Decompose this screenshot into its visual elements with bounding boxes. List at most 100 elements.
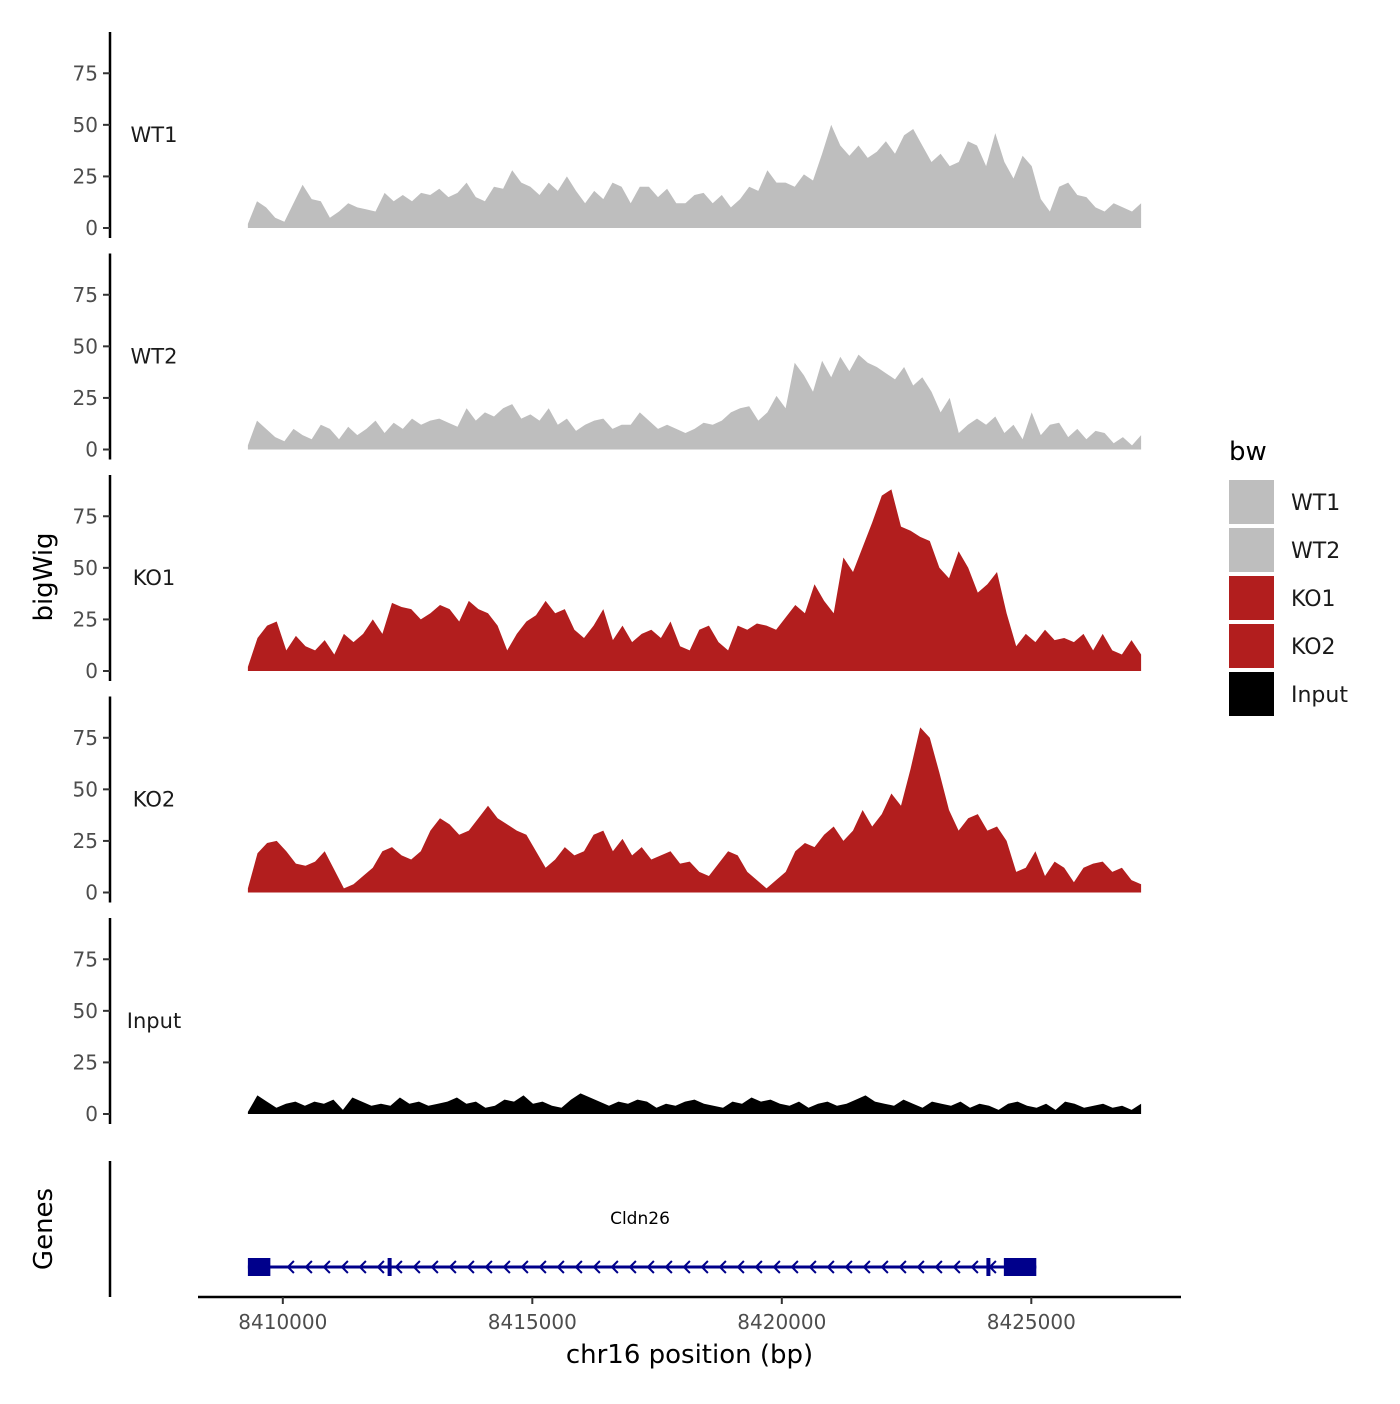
strand-chevron — [574, 1260, 583, 1274]
strand-chevron — [610, 1260, 619, 1274]
y-tick-label: 25 — [73, 607, 98, 631]
legend-label-ko2: KO2 — [1291, 635, 1336, 660]
genes-track — [108, 1161, 1037, 1297]
strand-chevron — [358, 1260, 367, 1274]
track-panel-ko2: 0 25 50 75 KO2 — [73, 696, 1142, 905]
y-tick-label: 75 — [73, 61, 98, 85]
legend-swatch-wt1 — [1229, 480, 1274, 524]
y-tick-label: 25 — [73, 1050, 98, 1074]
strand-chevron — [718, 1260, 727, 1274]
legend-swatch-ko2 — [1229, 624, 1274, 668]
y-tick-label: 50 — [73, 999, 98, 1023]
strand-chevron — [628, 1260, 637, 1274]
strand-chevron — [466, 1260, 475, 1274]
strand-chevron — [880, 1260, 889, 1274]
strand-chevron — [934, 1260, 943, 1274]
strand-chevron — [736, 1260, 745, 1274]
strand-chevron — [592, 1260, 601, 1274]
strand-chevron — [448, 1260, 457, 1274]
y-tick-label: 0 — [85, 1102, 98, 1126]
strand-chevron — [286, 1260, 295, 1274]
legend-label-input: Input — [1291, 683, 1348, 708]
strand-chevron — [304, 1260, 313, 1274]
y-tick-label: 75 — [73, 726, 98, 750]
strand-chevron — [322, 1260, 331, 1274]
strand-chevron — [646, 1260, 655, 1274]
strand-chevron — [700, 1260, 709, 1274]
gene-exon — [387, 1258, 392, 1276]
genes-track-title: Genes — [29, 1188, 59, 1270]
strand-chevron — [952, 1260, 961, 1274]
area-input — [247, 1093, 1142, 1114]
x-tick-label: 8425000 — [987, 1310, 1076, 1334]
area-ko2 — [247, 727, 1142, 893]
track-label-input: Input — [127, 1009, 181, 1033]
y-tick-label: 75 — [73, 283, 98, 307]
legend-label-wt1: WT1 — [1291, 491, 1340, 516]
track-panel-wt1: 0 25 50 75 WT1 — [73, 32, 1142, 240]
track-label-ko2: KO2 — [133, 788, 176, 812]
strand-chevron — [430, 1260, 439, 1274]
y-tick-label: 75 — [73, 947, 98, 971]
strand-chevron — [862, 1260, 871, 1274]
legend-label-ko1: KO1 — [1291, 587, 1336, 612]
y-tick-label: 50 — [73, 113, 98, 137]
strand-chevron — [340, 1260, 349, 1274]
track-panel-input: 0 25 50 75 Input — [73, 918, 1142, 1126]
track-panel-ko1: 0 25 50 75 KO1 — [73, 475, 1142, 683]
area-wt1 — [247, 124, 1142, 228]
legend-label-wt2: WT2 — [1291, 539, 1340, 564]
strand-chevron — [502, 1260, 511, 1274]
strand-chevron — [826, 1260, 835, 1274]
y-tick-label: 0 — [85, 881, 98, 905]
legend-title: bw — [1229, 437, 1267, 467]
strand-chevron — [970, 1260, 979, 1274]
track-label-ko1: KO1 — [133, 566, 176, 590]
x-axis: 8410000 8415000 8420000 8425000 — [198, 1295, 1181, 1334]
strand-chevron — [394, 1260, 403, 1274]
y-tick-label: 0 — [85, 216, 98, 240]
strand-chevron — [790, 1260, 799, 1274]
track-panel-wt2: 0 25 50 75 WT2 — [73, 253, 1142, 462]
y-tick-label: 25 — [73, 386, 98, 410]
y-tick-label: 0 — [85, 659, 98, 683]
legend: WT1 WT2 KO1 KO2 Input — [1229, 480, 1348, 716]
legend-swatch-wt2 — [1229, 528, 1274, 572]
x-axis-title: chr16 position (bp) — [566, 1340, 813, 1370]
y-tick-label: 25 — [73, 829, 98, 853]
strand-chevron — [520, 1260, 529, 1274]
strand-chevron — [664, 1260, 673, 1274]
strand-chevron — [538, 1260, 547, 1274]
x-tick-label: 8410000 — [238, 1310, 327, 1334]
strand-chevron — [916, 1260, 925, 1274]
x-tick-label: 8420000 — [737, 1310, 826, 1334]
y-tick-label: 25 — [73, 164, 98, 188]
area-wt2 — [247, 354, 1142, 450]
area-ko1 — [247, 489, 1142, 671]
y-tick-label: 0 — [85, 438, 98, 462]
strand-chevron — [772, 1260, 781, 1274]
strand-chevron — [754, 1260, 763, 1274]
strand-chevron — [808, 1260, 817, 1274]
gene-exon — [247, 1258, 271, 1276]
strand-chevron — [556, 1260, 565, 1274]
track-label-wt1: WT1 — [131, 123, 178, 147]
y-axis-title: bigWig — [29, 532, 59, 621]
strand-chevron — [898, 1260, 907, 1274]
strand-chevron — [844, 1260, 853, 1274]
y-tick-label: 50 — [73, 556, 98, 580]
legend-swatch-input — [1229, 672, 1274, 716]
gene-exon — [986, 1258, 991, 1276]
track-label-wt2: WT2 — [131, 345, 178, 369]
strand-chevron — [376, 1260, 385, 1274]
strand-chevron — [682, 1260, 691, 1274]
strand-chevron — [484, 1260, 493, 1274]
y-tick-label: 50 — [73, 777, 98, 801]
strand-chevron — [412, 1260, 421, 1274]
y-tick-label: 50 — [73, 334, 98, 358]
y-tick-label: 75 — [73, 504, 98, 528]
x-tick-label: 8415000 — [488, 1310, 577, 1334]
gene-exon — [1003, 1258, 1037, 1276]
